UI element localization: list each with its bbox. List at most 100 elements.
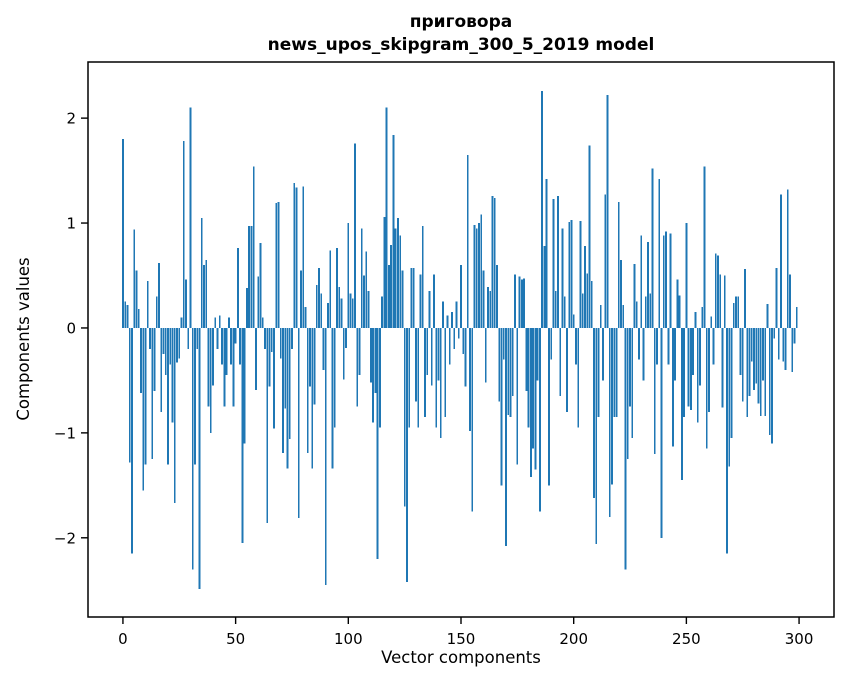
bar-component-2: [126, 304, 129, 328]
bar-component-108: [365, 251, 368, 328]
bar-component-7: [137, 309, 140, 328]
bar-component-260: [708, 327, 710, 412]
y-tick-label-1: 1: [66, 215, 76, 233]
bar-component-237: [656, 327, 658, 365]
bar-component-230: [640, 235, 643, 328]
x-axis-ticks: 0 50 100 150 200 250 300: [118, 617, 813, 648]
bar-component-110: [369, 327, 372, 383]
bar-component-253: [692, 327, 695, 376]
bar-component-207: [588, 145, 591, 328]
plot-frame: [87, 61, 835, 618]
bar-component-252: [689, 327, 692, 410]
bar-component-81: [304, 306, 307, 328]
bar-component-150: [460, 265, 462, 328]
bar-component-170: [505, 327, 507, 547]
bar-component-282: [757, 327, 760, 404]
bar-component-105: [358, 327, 361, 376]
bar-component-140: [437, 327, 440, 381]
bar-component-149: [457, 327, 460, 339]
bar-component-76: [293, 183, 296, 328]
bar-component-127: [408, 327, 411, 428]
bar-component-192: [554, 291, 557, 328]
bar-component-119: [390, 245, 393, 328]
bar-component-238: [658, 178, 661, 328]
bar-component-243: [669, 233, 672, 328]
bar-component-177: [520, 279, 523, 328]
bar-component-229: [638, 327, 640, 360]
bar-component-50: [234, 327, 237, 344]
bar-component-265: [719, 274, 722, 328]
bar-component-51: [236, 248, 239, 328]
bar-component-224: [626, 327, 629, 460]
bar-component-90: [324, 327, 327, 585]
y-axis-label: Components values: [14, 257, 33, 420]
bar-component-31: [191, 327, 194, 570]
bar-component-250: [685, 223, 688, 328]
bar-component-21: [169, 327, 172, 365]
x-tick-label-200: 200: [559, 630, 588, 648]
bar-component-205: [584, 246, 586, 328]
bar-component-275: [741, 327, 744, 402]
bar-component-263: [714, 253, 717, 328]
bar-component-100: [347, 223, 350, 328]
bar-component-137: [430, 327, 433, 386]
bar-component-273: [737, 296, 740, 328]
bar-component-43: [218, 315, 221, 328]
bar-component-257: [701, 306, 704, 328]
bar-component-292: [780, 194, 782, 328]
bar-component-240: [662, 235, 665, 328]
bar-component-101: [349, 293, 352, 328]
bar-component-233: [647, 241, 649, 328]
bar-component-151: [462, 327, 465, 355]
bar-component-271: [732, 302, 735, 328]
bar-component-87: [318, 268, 320, 328]
bar-component-47: [227, 317, 230, 328]
bar-component-16: [158, 262, 160, 328]
bar-component-235: [651, 168, 654, 328]
bar-component-17: [160, 327, 163, 412]
bar-component-14: [153, 327, 156, 391]
bar-component-48: [230, 327, 233, 365]
bar-component-125: [403, 327, 406, 507]
bar-component-0: [122, 139, 124, 328]
bar-component-145: [448, 327, 451, 365]
bar-component-58: [252, 166, 255, 328]
y-tick-label--2: −2: [54, 529, 76, 547]
bar-component-15: [155, 296, 158, 328]
bar-component-204: [581, 293, 584, 328]
bar-component-122: [396, 217, 399, 328]
x-tick-label-50: 50: [226, 630, 245, 648]
bar-component-262: [712, 327, 715, 365]
bar-component-11: [146, 280, 149, 328]
bar-component-267: [723, 275, 726, 328]
bar-component-179: [525, 327, 528, 391]
bar-component-95: [336, 248, 338, 328]
bar-component-148: [455, 301, 458, 328]
bar-component-242: [667, 327, 670, 365]
bar-component-146: [451, 312, 453, 328]
bar-component-5: [133, 229, 136, 328]
bar-component-249: [683, 327, 686, 418]
bar-component-26: [180, 317, 183, 328]
bar-component-129: [412, 268, 415, 328]
bar-component-102: [351, 298, 354, 328]
bar-component-92: [329, 250, 332, 328]
bar-component-212: [599, 304, 602, 328]
bar-component-279: [750, 327, 753, 362]
bar-component-217: [611, 327, 613, 485]
bar-component-247: [678, 295, 681, 328]
bar-component-69: [277, 202, 280, 328]
x-tick-label-150: 150: [447, 630, 476, 648]
bar-component-128: [410, 268, 413, 328]
bar-component-114: [378, 327, 381, 428]
bar-component-1: [124, 301, 127, 328]
bar-component-161: [484, 327, 487, 383]
bar-component-61: [259, 242, 262, 328]
bar-component-210: [595, 327, 598, 545]
bar-component-35: [200, 217, 203, 328]
bar-component-196: [563, 296, 566, 328]
bar-component-79: [300, 270, 302, 328]
bar-component-124: [401, 270, 404, 328]
bar-component-225: [629, 327, 631, 407]
bar-component-38: [207, 327, 210, 407]
